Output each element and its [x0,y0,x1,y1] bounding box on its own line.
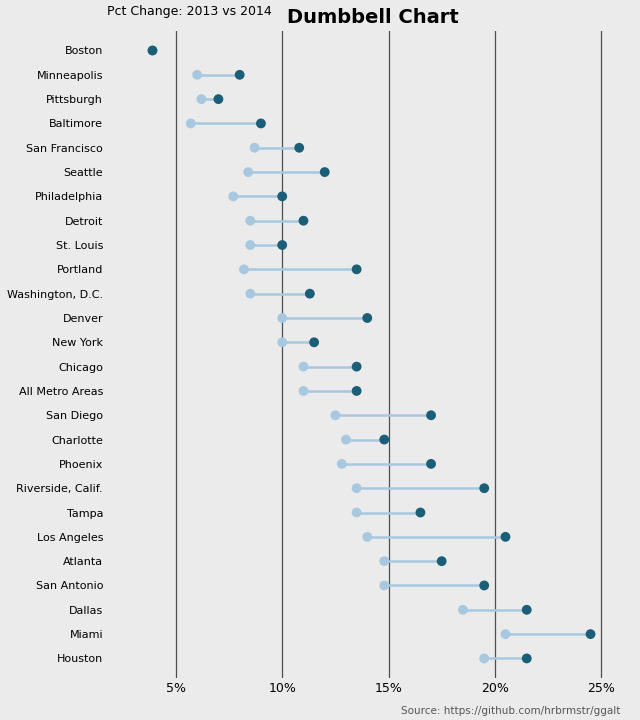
Point [294,142,305,153]
Point [277,239,287,251]
Point [243,166,253,178]
Point [277,312,287,324]
Point [379,434,389,446]
Point [337,458,347,469]
Point [351,385,362,397]
Point [309,336,319,348]
Point [362,312,372,324]
Point [277,336,287,348]
Point [186,117,196,129]
Point [426,458,436,469]
Point [351,482,362,494]
Point [245,215,255,227]
Point [330,410,340,421]
Point [250,142,260,153]
Point [351,361,362,372]
Text: Pct Change: 2013 vs 2014: Pct Change: 2013 vs 2014 [107,5,271,18]
Point [500,531,511,543]
Point [351,264,362,275]
Point [245,239,255,251]
Title: Dumbbell Chart: Dumbbell Chart [287,8,458,27]
Point [415,507,426,518]
Point [192,69,202,81]
Point [228,191,239,202]
Point [379,555,389,567]
Text: Source: https://github.com/hrbrmstr/ggalt: Source: https://github.com/hrbrmstr/ggal… [401,706,621,716]
Point [522,604,532,616]
Point [500,629,511,640]
Point [298,385,308,397]
Point [436,555,447,567]
Point [147,45,157,56]
Point [147,45,157,56]
Point [245,288,255,300]
Point [239,264,249,275]
Point [298,215,308,227]
Point [479,580,490,591]
Point [522,652,532,664]
Point [305,288,315,300]
Point [234,69,244,81]
Point [341,434,351,446]
Point [256,117,266,129]
Point [426,410,436,421]
Point [479,482,490,494]
Point [213,94,223,105]
Point [298,361,308,372]
Point [458,604,468,616]
Point [319,166,330,178]
Point [479,652,490,664]
Point [362,531,372,543]
Point [277,191,287,202]
Point [586,629,596,640]
Point [351,507,362,518]
Point [196,94,207,105]
Point [379,580,389,591]
